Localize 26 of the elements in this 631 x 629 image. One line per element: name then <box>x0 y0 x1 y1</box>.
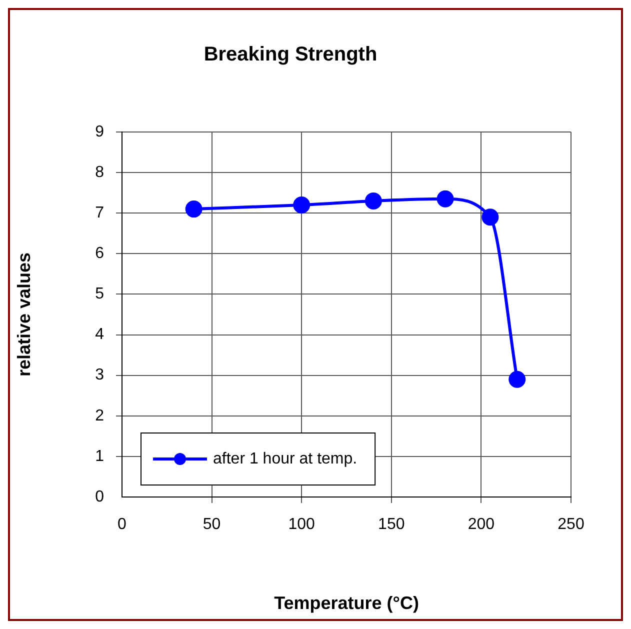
y-tick-label: 6 <box>95 245 104 262</box>
y-tick-label: 0 <box>95 488 104 506</box>
point <box>293 196 310 214</box>
x-tick-label: 250 <box>558 516 584 534</box>
y-tick-label: 7 <box>95 204 104 222</box>
point <box>482 208 499 226</box>
x-tick-label: 0 <box>118 516 127 534</box>
x-axis-title: Temperature (°C) <box>274 593 419 614</box>
chart-title: Breaking Strength <box>204 44 378 66</box>
y-axis-title: relative values <box>14 252 34 377</box>
point <box>508 370 526 388</box>
x-tick-label: 100 <box>288 516 316 534</box>
point <box>436 190 454 208</box>
y-tick-label: 3 <box>95 366 104 384</box>
y-tick-label: 8 <box>95 164 104 181</box>
y-tick-label: 1 <box>95 448 104 465</box>
y-tick-label: 2 <box>95 407 104 424</box>
x-tick-label: 150 <box>378 516 405 534</box>
y-tick-label: 9 <box>95 123 104 140</box>
point <box>364 192 382 210</box>
legend-label: after 1 hour at temp. <box>213 450 358 468</box>
y-tick-label: 4 <box>95 326 104 344</box>
y-tick-label: 5 <box>95 286 104 303</box>
x-tick-label: 200 <box>468 516 495 534</box>
point <box>185 200 202 218</box>
x-tick-label: 50 <box>202 516 221 534</box>
